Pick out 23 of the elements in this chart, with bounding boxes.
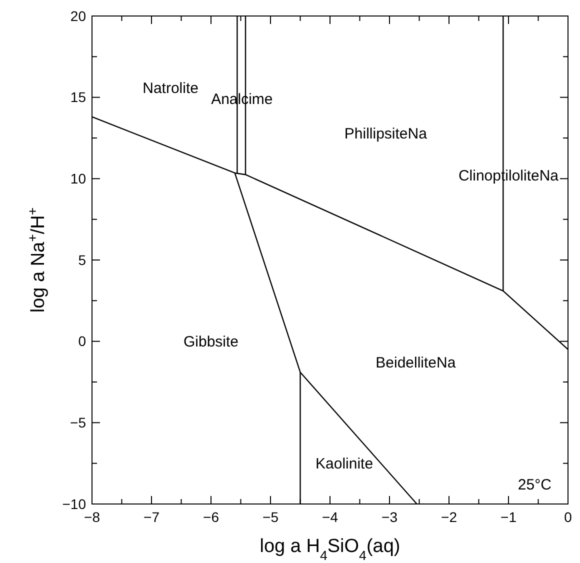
y-tick-label: 15 <box>70 89 86 106</box>
y-tick-label: −10 <box>62 496 86 512</box>
x-tick-label: −8 <box>84 509 100 525</box>
annotation: PhillipsiteNa <box>344 125 428 142</box>
y-tick-label: 10 <box>70 170 86 187</box>
x-tick-label: −1 <box>500 509 517 525</box>
annotation: 25°C <box>518 476 552 494</box>
x-tick-label: −2 <box>441 509 458 525</box>
annotation: Natrolite <box>142 80 198 97</box>
annotation: BeidelliteNa <box>376 354 456 372</box>
x-tick-label: 0 <box>564 509 572 525</box>
x-tick-label: −3 <box>382 509 398 525</box>
annotation: Gibbsite <box>183 334 239 351</box>
x-tick-label: −4 <box>322 509 338 525</box>
x-tick-label: −5 <box>262 509 279 525</box>
x-axis-title: log a H$_{4}$SiO$_{4}$(aq) <box>260 536 400 562</box>
x-tick-label: −7 <box>144 509 160 525</box>
annotation: Kaolinite <box>316 456 374 473</box>
y-tick-label: −5 <box>70 414 86 431</box>
y-tick-label: 5 <box>78 252 86 268</box>
y-tick-label: 0 <box>78 333 86 350</box>
y-tick-label: 20 <box>70 8 86 24</box>
x-tick-label: −6 <box>203 509 220 525</box>
